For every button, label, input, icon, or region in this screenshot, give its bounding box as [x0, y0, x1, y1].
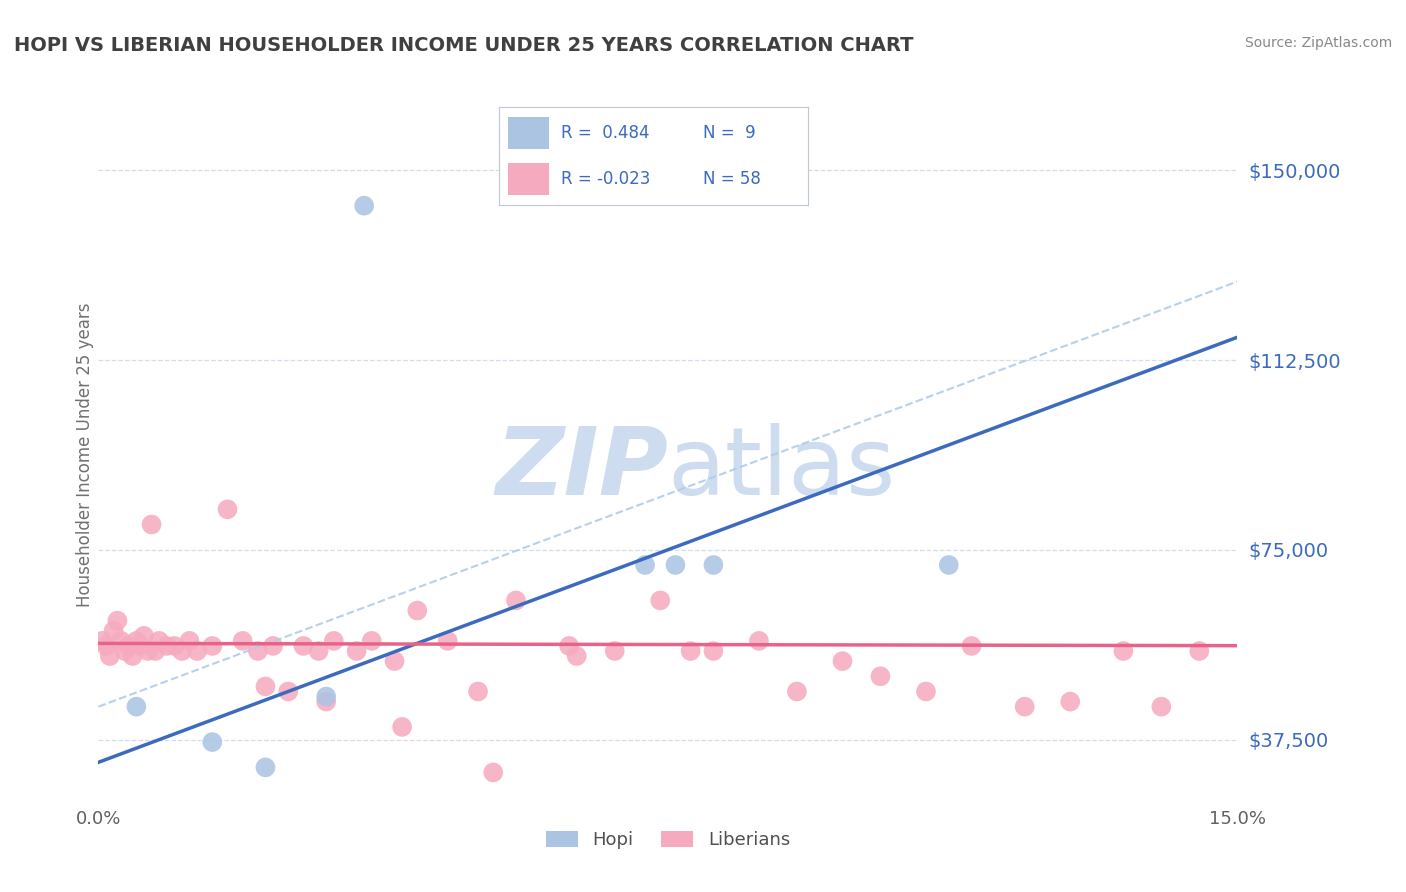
- Text: Source: ZipAtlas.com: Source: ZipAtlas.com: [1244, 36, 1392, 50]
- Point: [634, 558, 657, 572]
- Point: [482, 765, 505, 780]
- Point: [262, 639, 284, 653]
- Legend: Hopi, Liberians: Hopi, Liberians: [538, 823, 797, 856]
- Text: N = 58: N = 58: [703, 169, 761, 187]
- Point: [748, 633, 770, 648]
- Point: [436, 633, 458, 648]
- Point: [938, 558, 960, 572]
- Point: [129, 639, 152, 653]
- Point: [254, 760, 277, 774]
- Point: [94, 639, 117, 653]
- Point: [315, 690, 337, 704]
- Point: [98, 648, 121, 663]
- Point: [186, 644, 208, 658]
- Point: [679, 644, 702, 658]
- Point: [406, 603, 429, 617]
- Point: [103, 624, 125, 638]
- Point: [505, 593, 527, 607]
- Text: ZIP: ZIP: [495, 423, 668, 515]
- Point: [148, 633, 170, 648]
- Point: [217, 502, 239, 516]
- Point: [565, 648, 588, 663]
- Text: atlas: atlas: [668, 423, 896, 515]
- Point: [201, 639, 224, 653]
- Point: [664, 558, 686, 572]
- FancyBboxPatch shape: [509, 117, 548, 149]
- Point: [960, 639, 983, 653]
- Point: [702, 558, 724, 572]
- Point: [1112, 644, 1135, 658]
- Point: [121, 648, 143, 663]
- Point: [114, 644, 136, 658]
- Point: [603, 644, 626, 658]
- Point: [170, 644, 193, 658]
- Point: [1059, 695, 1081, 709]
- Point: [869, 669, 891, 683]
- Point: [391, 720, 413, 734]
- Point: [1150, 699, 1173, 714]
- Point: [702, 644, 724, 658]
- Point: [254, 680, 277, 694]
- Point: [145, 644, 167, 658]
- Point: [322, 633, 344, 648]
- Point: [292, 639, 315, 653]
- Point: [915, 684, 938, 698]
- Point: [277, 684, 299, 698]
- Point: [384, 654, 406, 668]
- Point: [201, 735, 224, 749]
- Point: [315, 695, 337, 709]
- Point: [246, 644, 269, 658]
- Point: [308, 644, 330, 658]
- Point: [1014, 699, 1036, 714]
- Text: R = -0.023: R = -0.023: [561, 169, 651, 187]
- Text: N =  9: N = 9: [703, 124, 756, 142]
- Point: [179, 633, 201, 648]
- Point: [125, 699, 148, 714]
- Point: [141, 517, 163, 532]
- Point: [110, 633, 132, 648]
- Point: [125, 633, 148, 648]
- Point: [1188, 644, 1211, 658]
- Point: [650, 593, 672, 607]
- Point: [107, 614, 129, 628]
- Point: [831, 654, 853, 668]
- Point: [132, 629, 155, 643]
- Point: [467, 684, 489, 698]
- Point: [136, 644, 159, 658]
- Point: [786, 684, 808, 698]
- Point: [558, 639, 581, 653]
- Point: [232, 633, 254, 648]
- Point: [353, 199, 375, 213]
- Point: [91, 633, 114, 648]
- Text: R =  0.484: R = 0.484: [561, 124, 650, 142]
- Point: [346, 644, 368, 658]
- Point: [163, 639, 186, 653]
- Y-axis label: Householder Income Under 25 years: Householder Income Under 25 years: [76, 302, 94, 607]
- Point: [360, 633, 382, 648]
- FancyBboxPatch shape: [509, 163, 548, 195]
- Point: [118, 639, 141, 653]
- Point: [156, 639, 179, 653]
- Text: HOPI VS LIBERIAN HOUSEHOLDER INCOME UNDER 25 YEARS CORRELATION CHART: HOPI VS LIBERIAN HOUSEHOLDER INCOME UNDE…: [14, 36, 914, 54]
